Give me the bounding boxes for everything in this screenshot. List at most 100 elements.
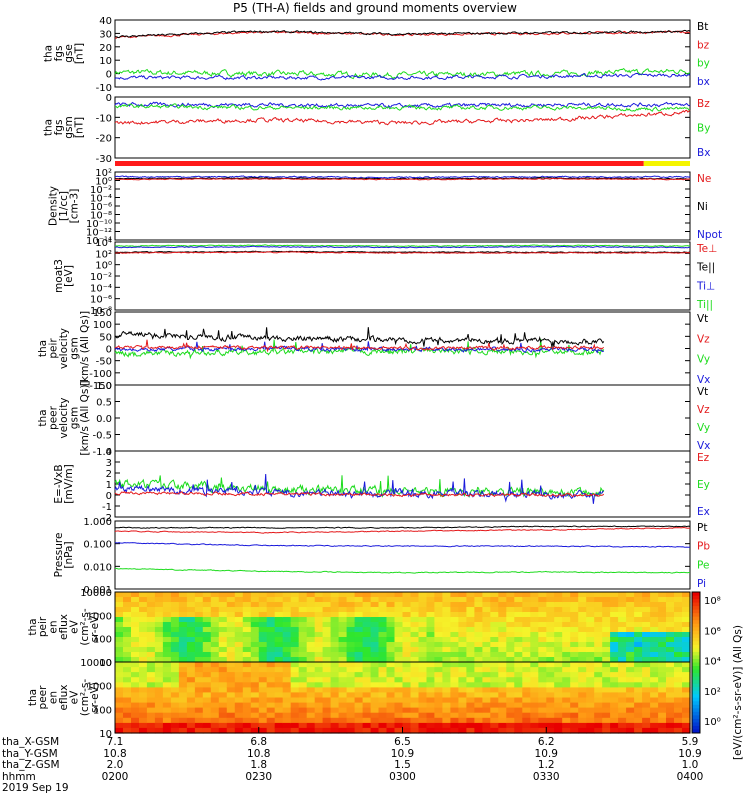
legend-entry: Bx (697, 147, 710, 159)
spectrogram-cell (202, 727, 212, 734)
colorbar-cell (692, 666, 700, 671)
spectrogram-cell (402, 617, 412, 623)
spectrogram-cell (618, 687, 627, 694)
x-tick-value: 1.5 (394, 759, 411, 772)
spectrogram-cell (570, 637, 579, 643)
spectrogram-cell (394, 647, 404, 653)
spectrogram-cell (218, 727, 228, 734)
spectrogram-cell (410, 637, 420, 643)
spectrogram-cell (474, 612, 483, 618)
spectrogram-cell (418, 592, 428, 598)
spectrogram-cell (650, 642, 659, 648)
spectrogram-cell (546, 687, 555, 694)
spectrogram-cell (402, 627, 412, 633)
spectrogram-cell (594, 637, 603, 643)
spectrogram-cell (642, 607, 651, 613)
spectrogram-cell (642, 627, 651, 633)
spectrogram-cell (162, 722, 172, 729)
spectrogram-cell (226, 617, 236, 623)
spectrogram-cell (115, 672, 124, 678)
spectrogram-cell (290, 637, 300, 643)
spectrogram-cell (115, 637, 124, 643)
spectrogram-cell (418, 692, 428, 699)
spectrogram-cell (546, 712, 555, 719)
spectrogram-cell (298, 717, 308, 724)
spectrogram-cell (123, 697, 132, 704)
spectrogram-cell (594, 697, 603, 704)
spectrogram-cell (139, 712, 148, 719)
spectrogram-cell (538, 617, 547, 623)
spectrogram-cell (554, 632, 563, 638)
spectrogram-cell (418, 607, 428, 613)
spectrogram-cell (226, 637, 236, 643)
spectrogram-cell (322, 677, 332, 683)
spectrogram-cell (322, 642, 332, 648)
spectrogram-cell (594, 597, 603, 603)
spectrogram-cell (554, 637, 563, 643)
series-Vy (114, 338, 605, 360)
spectrogram-cell (498, 617, 507, 623)
spectrogram-cell (338, 697, 348, 704)
spectrogram-cell (554, 612, 563, 618)
spectrogram-cell (266, 697, 276, 704)
spectrogram-cell (642, 642, 651, 648)
y-axis-label-line: velocity (58, 328, 70, 369)
spectrogram-cell (362, 622, 372, 628)
spectrogram-cell (338, 597, 348, 603)
y-axis-label-line: tha (37, 409, 49, 426)
series-Ti|| (114, 244, 690, 248)
spectrogram-cell (306, 687, 316, 694)
spectrogram-cell (426, 692, 436, 699)
spectrogram-cell (146, 697, 156, 704)
spectrogram-cell (162, 617, 172, 623)
spectrogram-cell (386, 667, 396, 673)
spectrogram-cell (242, 717, 252, 724)
spectrogram-cell (426, 687, 436, 694)
spectrogram-cell (242, 697, 252, 704)
spectrogram-cell (314, 712, 324, 719)
spectrogram-cell (682, 717, 691, 724)
spectrogram-cell (234, 612, 244, 618)
spectrogram-cell (434, 697, 443, 704)
spectrogram-cell (682, 597, 691, 603)
spectrogram-cell (330, 657, 340, 663)
spectrogram-cell (418, 657, 428, 663)
spectrogram-cell (682, 607, 691, 613)
spectrogram-cell (578, 652, 587, 658)
spectrogram-cell (250, 652, 260, 658)
spectrogram-cell (562, 712, 571, 719)
spectrogram-cell (594, 622, 603, 628)
spectrogram-cell (314, 627, 324, 633)
spectrogram-cell (578, 682, 587, 688)
spectrogram-cell (482, 592, 491, 598)
spectrogram-cell (394, 592, 404, 598)
spectrogram-cell (202, 617, 212, 623)
spectrogram-cell (538, 597, 547, 603)
y-tick-label: 2 (106, 469, 112, 480)
spectrogram-cell (218, 657, 228, 663)
spectrogram-cell (570, 642, 579, 648)
spectrogram-cell (131, 717, 140, 724)
spectrogram-cell (554, 657, 563, 663)
spectrogram-cell (658, 652, 667, 658)
spectrogram-cell (115, 687, 124, 694)
spectrogram-cell (522, 687, 531, 694)
spectrogram-cell (586, 667, 595, 673)
spectrogram-cell (394, 602, 404, 608)
spectrogram-cell (194, 692, 204, 699)
spectrogram-cell (618, 727, 627, 734)
spectrogram-cell (522, 617, 531, 623)
spectrogram-cell (514, 652, 523, 658)
spectrogram-cell (554, 692, 563, 699)
spectrogram-cell (418, 662, 428, 668)
y-axis-label-line: tha (42, 45, 54, 62)
legend-entry: Npot (697, 229, 722, 241)
spectrogram-cell (642, 592, 651, 598)
spectrogram-cell (218, 677, 228, 683)
spectrogram-cell (186, 712, 196, 719)
spectrogram-cell (202, 702, 212, 709)
spectrogram-cell (682, 687, 691, 694)
spectrogram-cell (474, 677, 483, 683)
spectrogram-cell (642, 647, 651, 653)
spectrogram-cell (162, 632, 172, 638)
